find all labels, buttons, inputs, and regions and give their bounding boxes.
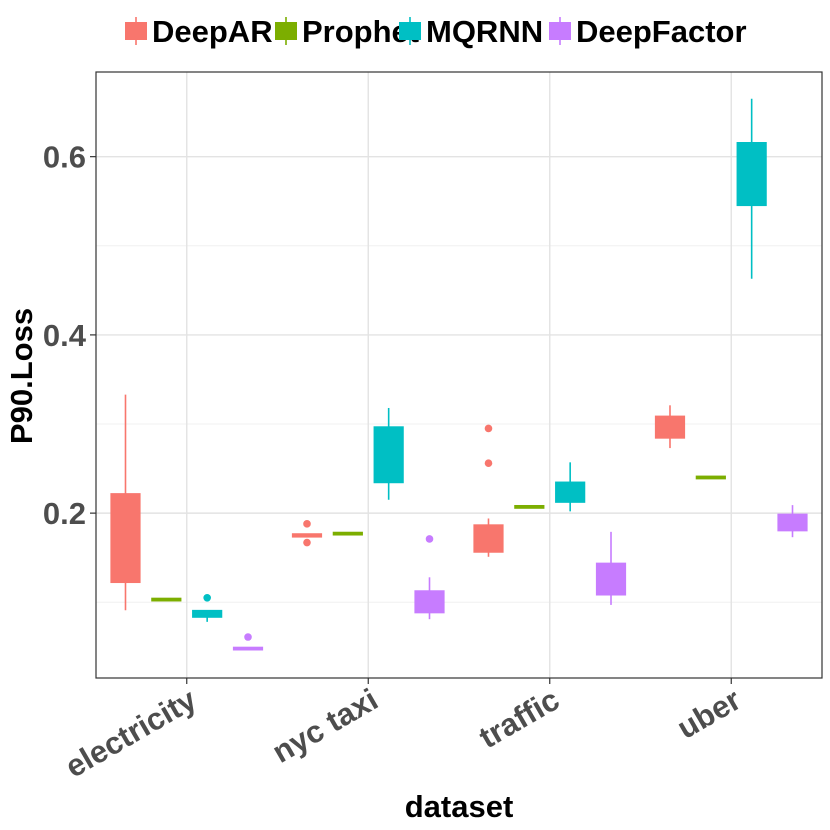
box-body (414, 590, 445, 614)
legend-item-mqrnn: MQRNN (399, 14, 543, 49)
plot-border (95, 71, 823, 679)
legend-key (549, 22, 571, 40)
series-deepfactor (232, 505, 808, 651)
x-tick-label: traffic (473, 682, 565, 755)
box-body (473, 524, 504, 553)
box-series (110, 98, 808, 651)
y-tick-label: 0.2 (43, 496, 86, 531)
legend-key (125, 22, 147, 40)
y-axis-title: P90.Loss (4, 308, 39, 444)
box-outlier (484, 424, 493, 433)
legend-key (399, 22, 421, 40)
box-outlier (425, 535, 434, 543)
box-body (110, 493, 141, 584)
x-axis: electricity nyc taxi traffic uber (59, 678, 747, 784)
x-tick-label: nyc taxi (266, 682, 383, 770)
box-outlier (303, 538, 311, 547)
plot-panel (96, 72, 822, 678)
box-body (332, 531, 363, 536)
grid-lines (96, 72, 822, 678)
box-body (373, 426, 404, 484)
box-body (192, 609, 223, 618)
legend-label: MQRNN (426, 14, 543, 49)
box-body (291, 533, 323, 538)
x-tick-label: uber (671, 682, 747, 746)
x-tick-label: electricity (59, 681, 203, 784)
box-body (514, 504, 545, 509)
box-body (555, 481, 586, 503)
box-outlier (203, 593, 211, 602)
box-body (232, 646, 264, 651)
box-outlier (303, 520, 311, 528)
x-axis-title: dataset (405, 789, 514, 824)
legend-item-deepfactor: DeepFactor (549, 14, 747, 49)
legend-item-deepar: DeepAR (125, 14, 273, 49)
y-tick-label: 0.6 (43, 140, 86, 175)
box-body (736, 142, 767, 207)
legend-label: DeepAR (152, 14, 273, 49)
box-outlier (244, 633, 252, 641)
box-body (777, 513, 808, 532)
series-deepar (110, 394, 686, 611)
box-body (654, 415, 686, 439)
legend-item-prophet: Prophet (275, 14, 419, 49)
box-body (695, 475, 726, 480)
legend: DeepAR Prophet MQRNN DeepFactor (125, 14, 747, 49)
box-outlier (484, 459, 493, 468)
series-prophet (151, 475, 726, 602)
y-axis: 0.2 0.4 0.6 (43, 140, 96, 531)
series-mqrnn (192, 98, 767, 622)
y-tick-label: 0.4 (43, 318, 87, 353)
box-body (595, 562, 627, 596)
box-body (151, 597, 182, 602)
legend-key (275, 22, 297, 40)
legend-label: DeepFactor (576, 14, 747, 49)
